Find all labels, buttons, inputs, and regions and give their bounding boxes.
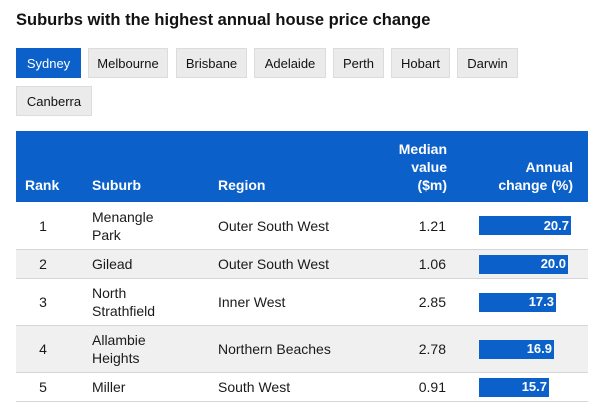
tab-canberra[interactable]: Canberra (16, 86, 92, 116)
suburb-line: Menangle (92, 208, 154, 225)
header-change-line: Annual (525, 159, 573, 175)
table-row: 5 Miller South West 0.91 15.7 (16, 373, 588, 402)
rank-cell: 4 (39, 341, 47, 357)
tab-adelaide[interactable]: Adelaide (254, 48, 326, 78)
suburb-line: Park (92, 226, 121, 243)
header-region: Region (218, 177, 266, 193)
header-median-line: ($m) (417, 177, 447, 193)
header-median-line: value (411, 159, 447, 175)
page-title: Suburbs with the highest annual house pr… (16, 11, 431, 29)
change-bar: 16.9 (479, 339, 554, 359)
table-row: 1 Menangle Park Outer South West 1.21 20.… (16, 202, 588, 250)
rank-cell: 1 (39, 217, 47, 234)
rank-cell: 3 (39, 294, 47, 310)
change-bar: 20.7 (479, 216, 571, 235)
suburb-cell: Gilead (92, 250, 202, 278)
tab-brisbane[interactable]: Brisbane (176, 48, 247, 78)
suburb-line: Miller (92, 379, 126, 395)
region-cell: Inner West (218, 294, 286, 310)
change-bar: 20.0 (479, 254, 568, 274)
table-row: 4 Allambie Heights Northern Beaches 2.78 … (16, 326, 588, 373)
rank-cell: 5 (39, 379, 47, 395)
change-cell: 15.7 (479, 373, 579, 401)
header-median: Median value ($m) (399, 140, 447, 194)
header-annual-change: Annual change (%) (498, 158, 573, 194)
region-cell: South West (218, 379, 291, 395)
tab-melbourne[interactable]: Melbourne (88, 48, 168, 78)
region-cell: Northern Beaches (218, 341, 331, 357)
suburb-cell: North Strathfield (92, 279, 202, 325)
header-change-line: change (%) (498, 177, 573, 193)
header-rank: Rank (25, 177, 60, 193)
change-bar: 17.3 (479, 292, 556, 312)
table-row: 3 North Strathfield Inner West 2.85 17.3 (16, 279, 588, 326)
suburb-line: Heights (92, 350, 140, 366)
region-cell: Outer South West (218, 217, 330, 234)
region-cell: Outer South West (218, 256, 330, 272)
change-cell: 20.7 (479, 202, 579, 249)
median-cell: 2.85 (418, 294, 446, 310)
header-median-line: Median (398, 141, 447, 157)
median-cell: 1.21 (418, 217, 446, 234)
header-suburb: Suburb (92, 177, 141, 193)
suburb-line: North (92, 285, 127, 301)
suburb-cell: Allambie Heights (92, 326, 202, 372)
median-cell: 1.06 (418, 256, 446, 272)
change-cell: 20.0 (479, 250, 579, 278)
table-row: 2 Gilead Outer South West 1.06 20.0 (16, 250, 588, 279)
suburb-line: Strathfield (92, 303, 156, 319)
tab-darwin[interactable]: Darwin (457, 48, 518, 78)
suburb-cell: Menangle Park (92, 202, 202, 249)
change-cell: 16.9 (479, 326, 579, 372)
median-cell: 0.91 (418, 379, 446, 395)
change-bar: 15.7 (479, 377, 549, 397)
rank-cell: 2 (39, 256, 47, 272)
suburb-line: Gilead (92, 256, 133, 272)
median-cell: 2.78 (418, 341, 446, 357)
tab-perth[interactable]: Perth (333, 48, 384, 78)
change-cell: 17.3 (479, 279, 579, 325)
table-header: Rank Suburb Region Median value ($m) Ann… (16, 131, 588, 202)
tab-sydney[interactable]: Sydney (16, 48, 81, 78)
tab-hobart[interactable]: Hobart (391, 48, 450, 78)
suburb-cell: Miller (92, 373, 202, 401)
suburb-line: Allambie (92, 332, 146, 348)
